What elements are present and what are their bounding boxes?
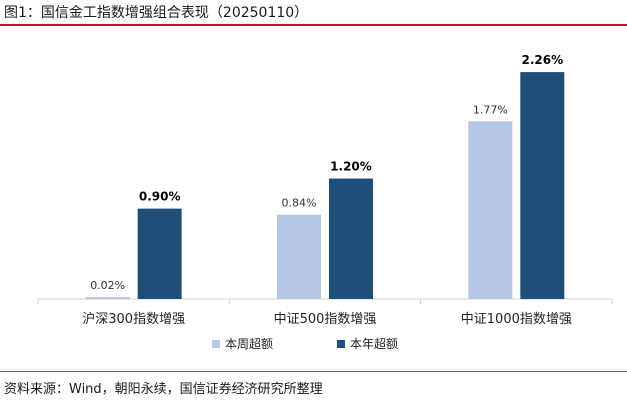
data-label: 0.02%	[90, 279, 125, 292]
category-label: 中证500指数增强	[274, 312, 377, 327]
bar-ytd	[137, 208, 182, 299]
bar-ytd	[520, 72, 565, 299]
legend-swatch	[212, 340, 220, 348]
legend-swatch	[337, 340, 345, 348]
bar-chart: 0.02% 0.90% 沪深300指数增强 0.84% 1.20% 中证500指数增强 1.…	[37, 53, 613, 351]
bar-weekly	[85, 296, 130, 299]
legend-label: 本周超额	[225, 336, 273, 351]
bar-weekly	[277, 214, 321, 299]
source-note: 资料来源：Wind，朝阳永续，国信证券经济研究所整理	[4, 382, 323, 397]
data-label: 0.90%	[139, 190, 181, 204]
legend-label: 本年超额	[350, 336, 398, 351]
data-label: 1.20%	[330, 160, 372, 174]
bar-ytd	[329, 178, 373, 299]
category-label: 沪深300指数增强	[82, 311, 185, 327]
footer-rule	[0, 371, 627, 372]
bar-weekly	[468, 121, 513, 300]
figure-title: 图1：国信金工指数增强组合表现（20250110）	[4, 5, 309, 21]
data-label: 1.77%	[473, 103, 508, 116]
data-label: 2.26%	[522, 53, 564, 67]
data-label: 0.84%	[282, 197, 317, 210]
title-rule	[0, 24, 627, 26]
category-label: 中证1000指数增强	[461, 312, 572, 327]
